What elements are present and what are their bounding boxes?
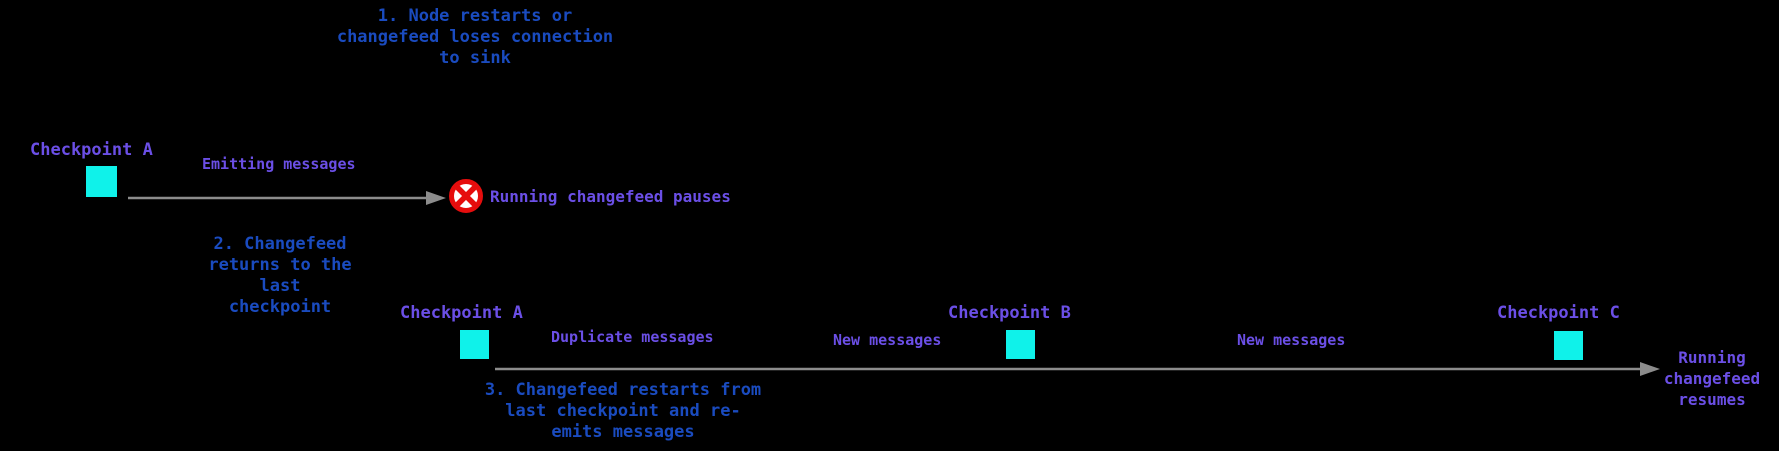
cancel-circle-x-icon	[449, 179, 483, 213]
checkpoint-b-label: Checkpoint B	[948, 303, 1071, 323]
emitting-messages-label: Emitting messages	[202, 155, 356, 173]
duplicate-messages-label: Duplicate messages	[551, 328, 714, 346]
step-1-note: 1. Node restarts or changefeed loses con…	[336, 6, 614, 68]
checkpoint-c-marker	[1554, 331, 1583, 360]
step-3-note: 3. Changefeed restarts from last checkpo…	[484, 380, 762, 442]
checkpoint-a-marker-bottom	[460, 330, 489, 359]
checkpoint-c-label: Checkpoint C	[1497, 303, 1620, 323]
running-changefeed-pauses-label: Running changefeed pauses	[490, 187, 731, 206]
checkpoint-a-marker-top	[86, 166, 117, 197]
running-changefeed-resumes-label: Running changefeed resumes	[1663, 348, 1761, 409]
new-messages-label-1: New messages	[833, 331, 942, 349]
new-messages-label-2: New messages	[1237, 331, 1346, 349]
step-2-note: 2. Changefeed returns to the last checkp…	[208, 234, 352, 317]
checkpoint-a-label-bottom: Checkpoint A	[400, 303, 523, 323]
timeline-1-arrow	[128, 191, 446, 205]
checkpoint-a-label-top: Checkpoint A	[30, 140, 153, 160]
timeline-2-arrow	[495, 362, 1660, 376]
checkpoint-b-marker	[1006, 330, 1035, 359]
